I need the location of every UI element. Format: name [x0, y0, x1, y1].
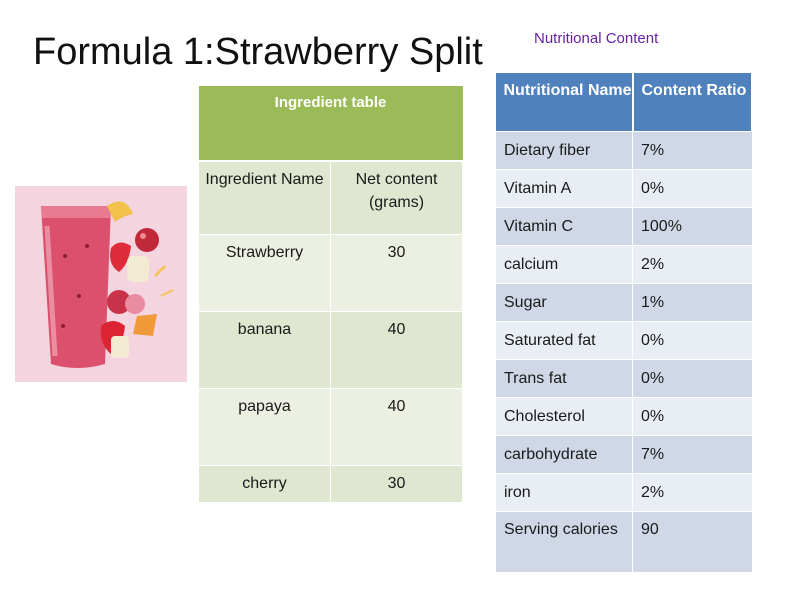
table-row: Vitamin A 0%	[495, 169, 753, 208]
table-row: Dietary fiber 7%	[495, 131, 753, 170]
nutrient-ratio: 90	[632, 511, 753, 573]
column-header: Net content (grams)	[330, 160, 463, 235]
table-row: carbohydrate 7%	[495, 435, 753, 474]
ingredient-table: Ingredient table Ingredient Name Net con…	[198, 86, 463, 503]
column-header: Content Ratio	[632, 73, 753, 132]
table-row: banana 40	[198, 311, 463, 389]
smoothie-photo	[15, 186, 187, 382]
nutrient-name: Dietary fiber	[495, 131, 633, 170]
nutrient-name: Cholesterol	[495, 397, 633, 436]
nutrient-name: calcium	[495, 245, 633, 284]
table-header-row: Ingredient Name Net content (grams)	[198, 160, 463, 235]
nutrient-name: Trans fat	[495, 359, 633, 398]
table-row: Trans fat 0%	[495, 359, 753, 398]
table-row: Cholesterol 0%	[495, 397, 753, 436]
table-row: Sugar 1%	[495, 283, 753, 322]
table-row: Vitamin C 100%	[495, 207, 753, 246]
ingredient-name: cherry	[198, 465, 331, 503]
nutrient-name: carbohydrate	[495, 435, 633, 474]
table-row: Serving calories 90	[495, 511, 753, 573]
nutrient-ratio: 2%	[632, 245, 753, 284]
nutrient-name: Saturated fat	[495, 321, 633, 360]
nutrient-ratio: 0%	[632, 169, 753, 208]
ingredient-name: papaya	[198, 388, 331, 466]
table-header-row: Nutritional Name Content Ratio	[495, 73, 753, 132]
nutrition-heading: Nutritional Content	[534, 30, 659, 47]
table-row: Saturated fat 0%	[495, 321, 753, 360]
nutrient-ratio: 0%	[632, 359, 753, 398]
nutrient-ratio: 100%	[632, 207, 753, 246]
table-row: papaya 40	[198, 388, 463, 466]
ingredient-grams: 30	[330, 465, 463, 503]
nutrient-ratio: 0%	[632, 321, 753, 360]
table-row: calcium 2%	[495, 245, 753, 284]
nutrient-ratio: 7%	[632, 131, 753, 170]
nutrient-name: Serving calories	[495, 511, 633, 573]
nutrient-ratio: 2%	[632, 473, 753, 512]
nutrient-name: Vitamin C	[495, 207, 633, 246]
nutrient-name: Vitamin A	[495, 169, 633, 208]
nutrient-ratio: 7%	[632, 435, 753, 474]
table-row: iron 2%	[495, 473, 753, 512]
nutrient-ratio: 0%	[632, 397, 753, 436]
table-row: cherry 30	[198, 465, 463, 503]
ingredient-name: banana	[198, 311, 331, 389]
ingredient-grams: 40	[330, 311, 463, 389]
column-header: Ingredient Name	[198, 160, 331, 235]
table-row: Strawberry 30	[198, 234, 463, 312]
ingredient-grams: 40	[330, 388, 463, 466]
ingredient-name: Strawberry	[198, 234, 331, 312]
column-header: Nutritional Name	[495, 73, 634, 132]
ingredient-grams: 30	[330, 234, 463, 312]
nutrition-table: Nutritional Name Content Ratio Dietary f…	[495, 73, 753, 573]
nutrient-name: Sugar	[495, 283, 633, 322]
nutrient-ratio: 1%	[632, 283, 753, 322]
nutrient-name: iron	[495, 473, 633, 512]
ingredient-table-caption: Ingredient table	[198, 86, 463, 162]
smoothie-glass-icon	[15, 186, 187, 382]
slide-title: Formula 1:Strawberry Split	[33, 31, 483, 73]
